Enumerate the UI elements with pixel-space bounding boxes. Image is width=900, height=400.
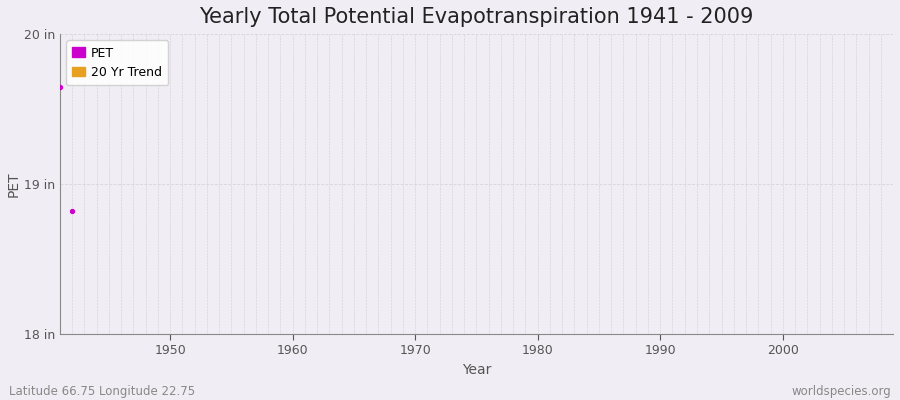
- Y-axis label: PET: PET: [7, 171, 21, 197]
- Text: worldspecies.org: worldspecies.org: [791, 385, 891, 398]
- Text: Latitude 66.75 Longitude 22.75: Latitude 66.75 Longitude 22.75: [9, 385, 195, 398]
- Point: [65, 208, 79, 214]
- Point: [52, 83, 67, 90]
- X-axis label: Year: Year: [462, 363, 491, 377]
- Legend: PET, 20 Yr Trend: PET, 20 Yr Trend: [66, 40, 168, 85]
- Title: Yearly Total Potential Evapotranspiration 1941 - 2009: Yearly Total Potential Evapotranspiratio…: [199, 7, 753, 27]
